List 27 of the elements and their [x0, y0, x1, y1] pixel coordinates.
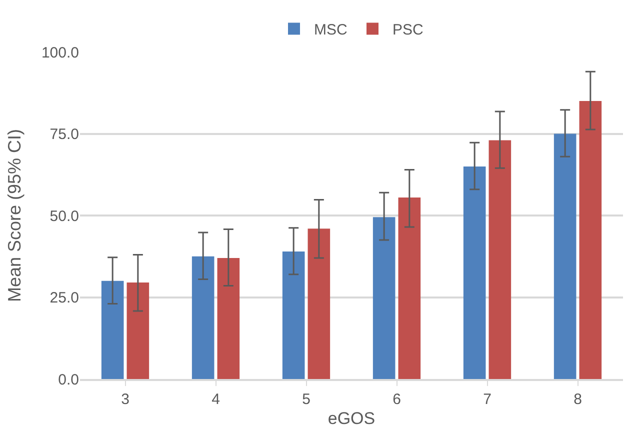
x-tick-label: 8 [574, 391, 582, 408]
bar [282, 251, 305, 379]
y-tick-label: 75.0 [50, 126, 79, 143]
x-tick-label: 5 [302, 391, 310, 408]
y-tick-label: 25.0 [50, 290, 79, 306]
legend-label: PSC [392, 22, 424, 39]
bar [308, 228, 330, 379]
y-tick-label: 0.0 [58, 371, 79, 388]
bar [554, 134, 576, 379]
x-tick-label: 3 [121, 391, 130, 408]
x-axis-title: eGOS [328, 408, 376, 428]
bar [398, 198, 421, 379]
x-tick-label: 7 [483, 391, 492, 408]
bar [579, 101, 602, 379]
bar [192, 256, 214, 379]
bar [101, 280, 124, 379]
x-tick-label: 6 [392, 391, 401, 408]
x-tick-label: 4 [212, 391, 220, 408]
bar [463, 166, 486, 379]
legend-label: MSC [314, 22, 348, 39]
y-tick-label: 50.0 [50, 208, 79, 225]
bar [488, 140, 512, 379]
y-axis-title: Mean Score (95% CI) [4, 128, 25, 302]
bar [126, 282, 150, 379]
bar [372, 217, 396, 379]
bar [217, 258, 240, 379]
y-tick-label: 100.0 [41, 44, 79, 62]
